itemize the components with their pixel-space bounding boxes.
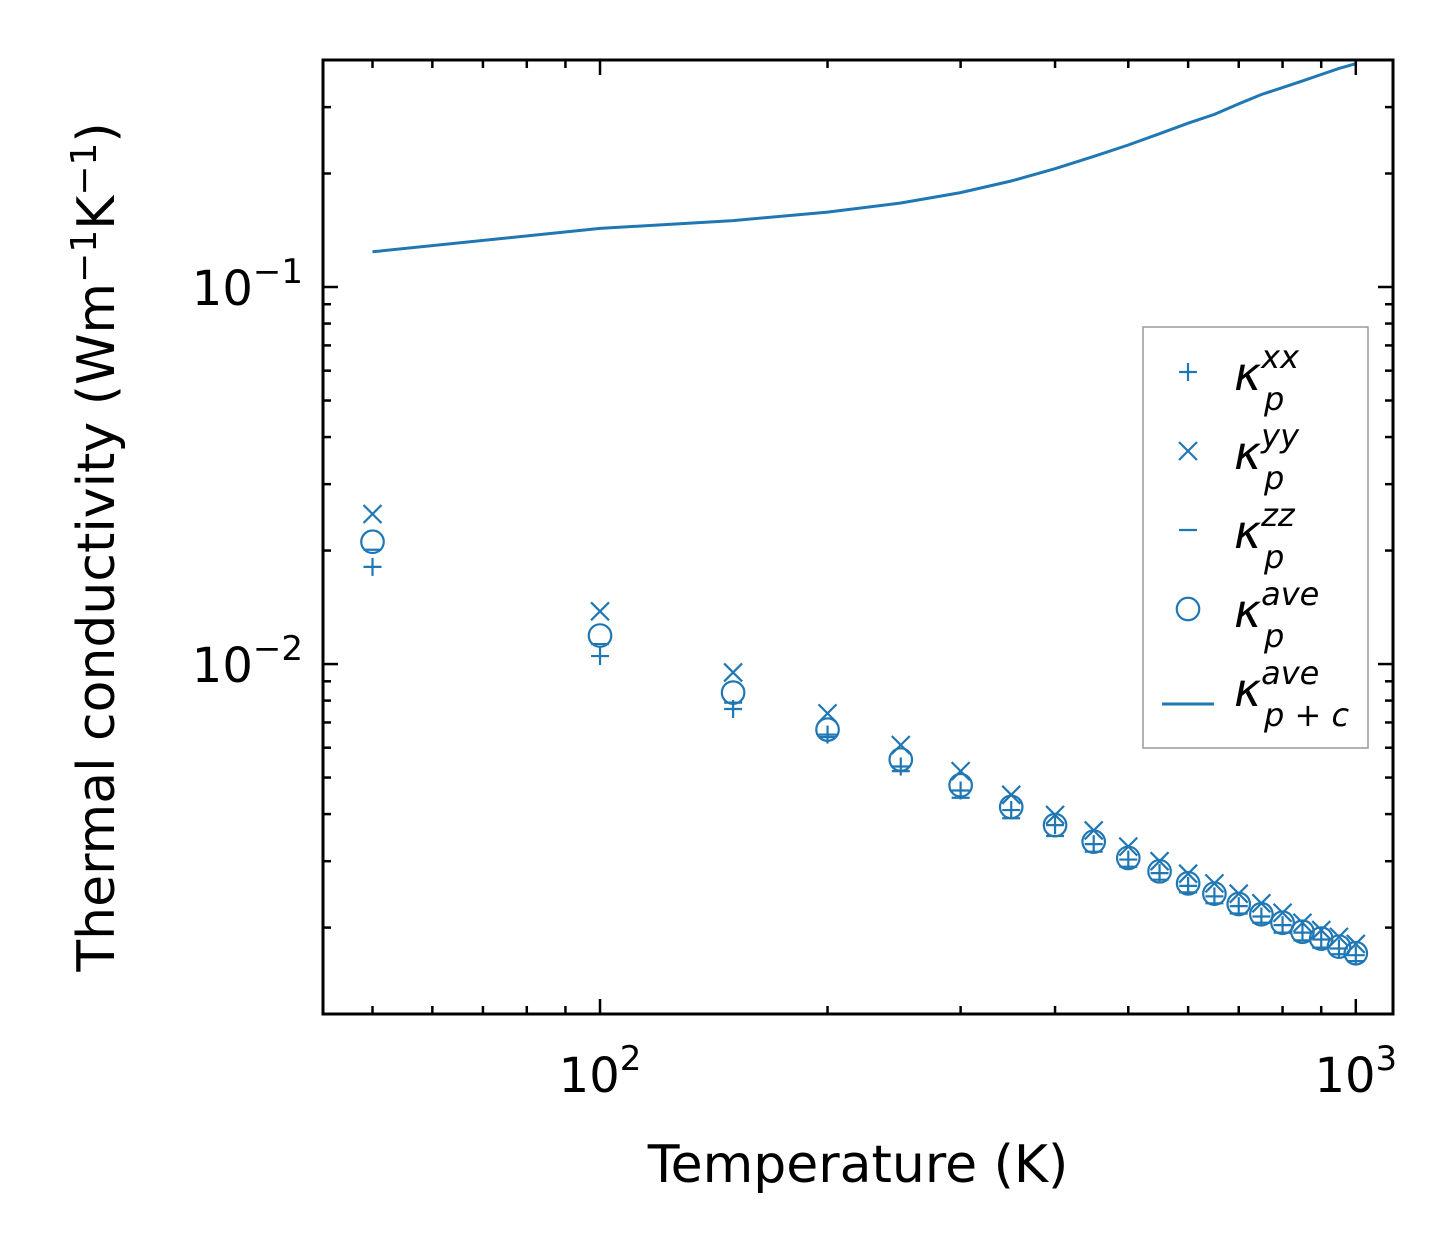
point-kave xyxy=(587,623,613,648)
axes-frame xyxy=(321,58,1395,1016)
y-axis-label-k: K xyxy=(67,194,127,230)
legend-item-kxx: κxx p xyxy=(1179,338,1300,418)
point-kave xyxy=(1115,845,1141,871)
legend-label: κyy p xyxy=(1234,417,1300,497)
x-tick-label: 103 xyxy=(1314,1039,1397,1104)
point-kxx xyxy=(1229,897,1248,916)
legend-label: κave p xyxy=(1234,575,1319,655)
point-kxx xyxy=(1119,850,1138,869)
point-kyy xyxy=(1329,927,1349,947)
point-kave xyxy=(720,680,746,705)
point-kave xyxy=(360,529,385,555)
point-kyy xyxy=(1292,912,1313,933)
point-kyy xyxy=(1178,863,1198,884)
legend-label: κzz p xyxy=(1234,496,1296,576)
legend-box xyxy=(1142,326,1369,749)
legend-item-kzz: κzz p xyxy=(1179,496,1296,576)
y-axis-label: Thermal conductivity (Wm−1K−1) xyxy=(64,122,127,972)
y-tick-label: 10−1 xyxy=(192,252,303,317)
legend-label: κave p + c xyxy=(1234,654,1349,734)
plot-area xyxy=(360,62,1369,966)
legend-item-kyy: κyy p xyxy=(1178,417,1300,497)
point-kxx xyxy=(891,757,910,776)
legend-swatch xyxy=(1178,441,1198,461)
point-kxx xyxy=(1046,816,1065,835)
point-kxx xyxy=(1002,801,1021,820)
legend-label: κxx p xyxy=(1234,338,1300,418)
legend-swatch xyxy=(1179,363,1197,381)
point-kave xyxy=(1343,940,1369,966)
point-kyy xyxy=(723,662,743,683)
point-kave xyxy=(948,772,973,798)
point-kyy xyxy=(590,601,610,622)
point-kxx xyxy=(1273,916,1292,935)
point-kave xyxy=(1042,812,1068,838)
legend-item-kave: κave p xyxy=(1175,575,1319,655)
series-line-kave_pc xyxy=(372,62,1357,254)
point-kave xyxy=(1249,901,1274,927)
point-kxx xyxy=(1312,930,1331,949)
point-kyy xyxy=(950,761,971,781)
legend-item-kave_pc: κave p + c xyxy=(1162,654,1349,734)
x-axis-label: Temperature (K) xyxy=(647,1135,1069,1195)
tick-labels: 102 103 10−1 10−2 xyxy=(192,252,1397,1104)
point-kxx xyxy=(363,557,382,576)
point-kave xyxy=(1202,881,1227,907)
point-kave xyxy=(1226,891,1252,917)
point-kave xyxy=(1270,910,1295,936)
y-axis-label-close: ) xyxy=(67,122,127,142)
point-kave xyxy=(1081,829,1107,855)
y-tick-label: 10−2 xyxy=(192,629,303,694)
point-kave xyxy=(1175,871,1201,896)
point-kave xyxy=(888,747,914,772)
point-kxx xyxy=(1293,923,1312,942)
y-axis-label-main: Thermal conductivity (Wm xyxy=(67,283,127,973)
point-kave xyxy=(815,717,840,742)
x-tick-label: 102 xyxy=(559,1039,642,1104)
point-kxx xyxy=(1084,835,1103,854)
point-kave xyxy=(1147,858,1172,884)
point-kyy xyxy=(362,504,383,524)
point-kxx xyxy=(591,647,610,666)
y-axis-label-m-exp: −1 xyxy=(64,230,105,283)
y-axis-label-k-exp: −1 xyxy=(64,143,105,196)
point-kyy xyxy=(1272,902,1293,923)
point-kyy xyxy=(1149,851,1170,871)
point-kave xyxy=(998,794,1024,820)
point-kave xyxy=(1326,934,1352,960)
legend-swatch xyxy=(1175,596,1201,622)
point-kyy xyxy=(1311,920,1331,940)
